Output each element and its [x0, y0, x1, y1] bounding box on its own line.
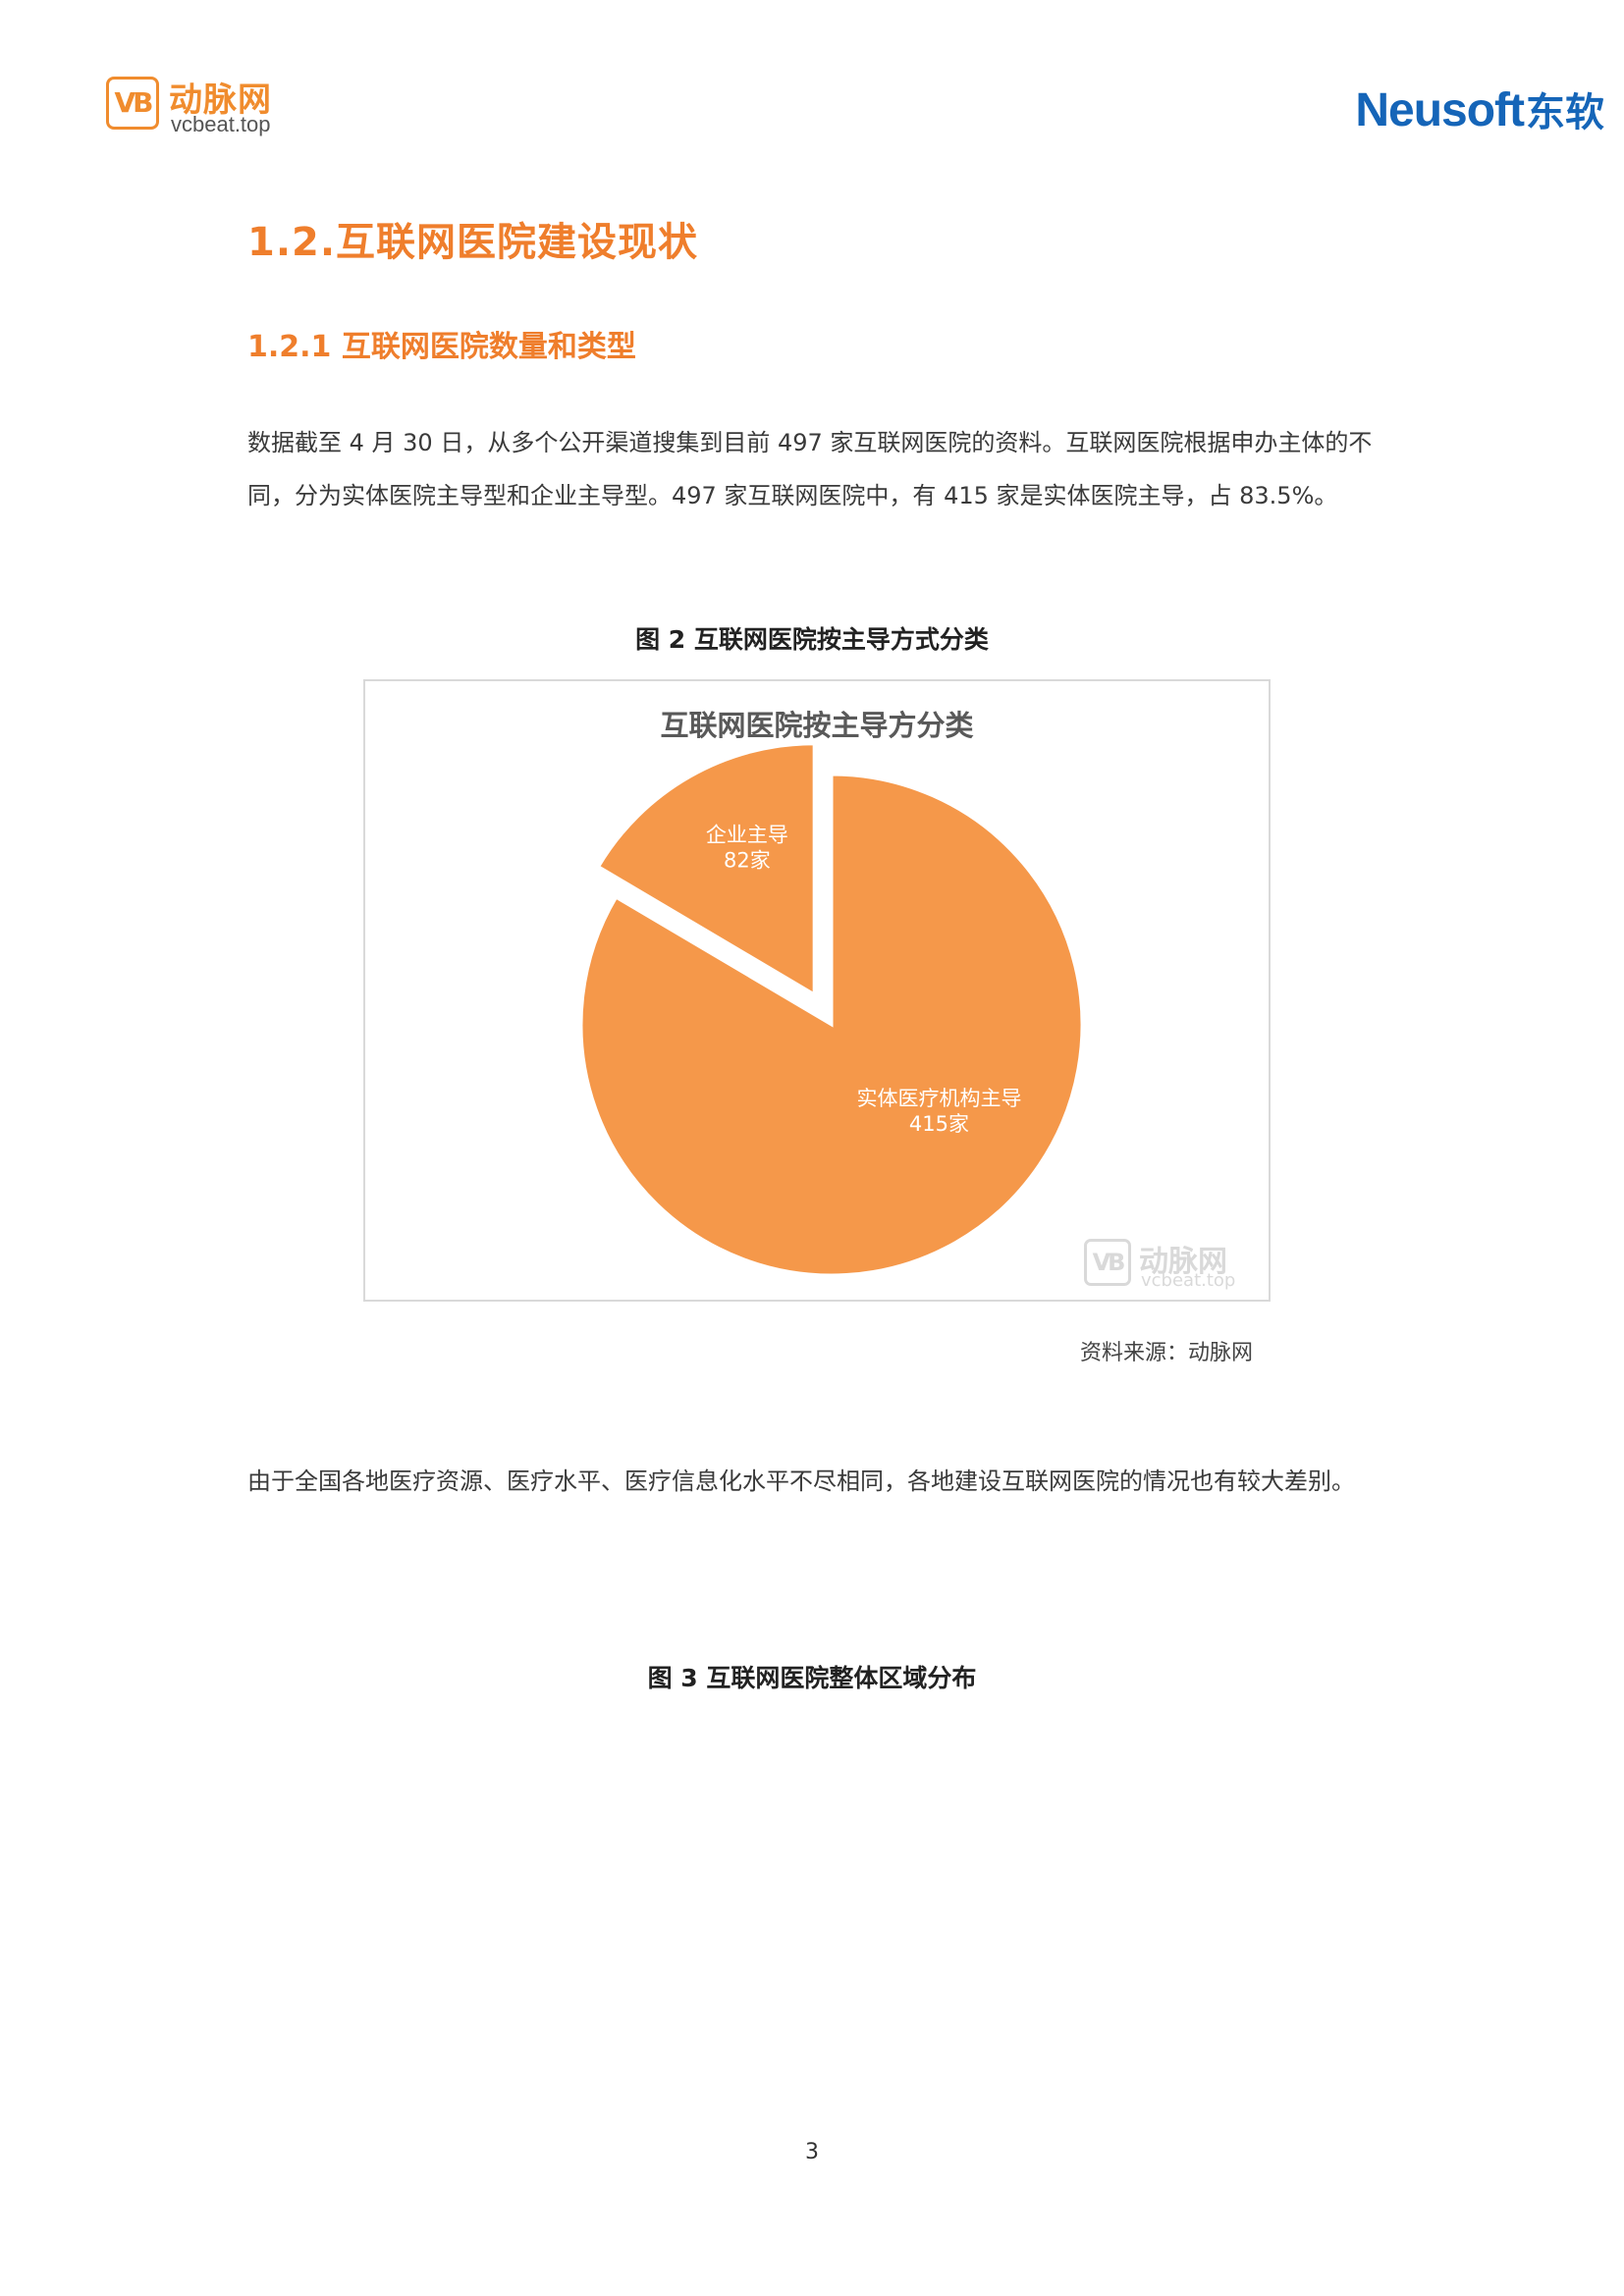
section-heading: 1.2.互联网医院建设现状 — [247, 220, 699, 265]
label-enterprise-led-name: 企业主导 — [706, 823, 788, 846]
label-enterprise-led-value: 82家 — [724, 848, 771, 872]
subsection-heading: 1.2.1 互联网医院数量和类型 — [247, 330, 636, 364]
pie-slice-enterprise-led — [596, 742, 816, 997]
figure-2-source: 资料来源：动脉网 — [1080, 1341, 1254, 1365]
paragraph-region: 由于全国各地医疗资源、医疗水平、医疗信息化水平不尽相同，各地建设互联网医院的情况… — [247, 1468, 1355, 1495]
vcbeat-logo-en: vcbeat.top — [171, 112, 271, 136]
watermark-cn: 动脉网 — [1139, 1245, 1227, 1279]
neusoft-logo-en: Neusoft — [1355, 84, 1525, 136]
label-hospital-led-name: 实体医疗机构主导 — [856, 1087, 1021, 1110]
chart-title: 互联网医院按主导方分类 — [660, 709, 974, 742]
watermark-logo-icon: VB — [1084, 1239, 1131, 1286]
vcbeat-logo-icon: VB — [106, 77, 159, 130]
neusoft-logo: Neusoft东软 — [1355, 80, 1604, 136]
page-number: 3 — [805, 2140, 819, 2164]
vcbeat-logo: VB 动脉网 vcbeat.top — [106, 73, 302, 136]
watermark-en: vcbeat.top — [1141, 1270, 1236, 1291]
neusoft-logo-cn: 东软 — [1526, 90, 1604, 135]
figure-2-caption: 图 2 互联网医院按主导方式分类 — [635, 625, 989, 654]
chart-watermark: VB 动脉网 vcbeat.top — [1084, 1237, 1261, 1292]
pie-chart-container: 互联网医院按主导方分类 实体医疗机构主导 415家 企业主导 82家 VB 动脉网 v… — [363, 679, 1271, 1302]
label-hospital-led-value: 415家 — [909, 1112, 969, 1136]
figure-3-caption: 图 3 互联网医院整体区域分布 — [647, 1664, 977, 1692]
paragraph-intro: 数据截至 4 月 30 日，从多个公开渠道搜集到目前 497 家互联网医院的资料… — [247, 429, 1373, 509]
pie-slice-hospital-led — [579, 773, 1084, 1277]
vcbeat-logo-cn: 动脉网 — [169, 80, 272, 120]
